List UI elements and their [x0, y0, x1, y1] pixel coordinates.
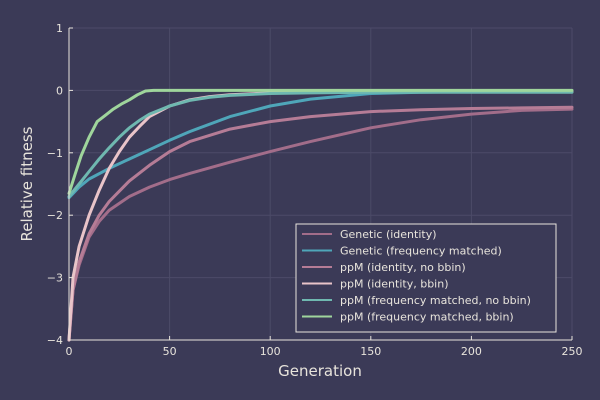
x-axis-label: Generation — [278, 362, 362, 380]
series-line-5 — [67, 90, 574, 198]
x-tick-label: 0 — [66, 345, 73, 358]
x-tick-label: 100 — [260, 345, 281, 358]
y-tick-label: 0 — [56, 84, 63, 97]
x-tick-label: 150 — [360, 345, 381, 358]
series-lines — [67, 88, 574, 342]
legend-entry: ppM (frequency matched, bbin) — [340, 311, 514, 324]
x-tick-label: 50 — [163, 345, 177, 358]
legend-entry: ppM (identity, bbin) — [340, 278, 449, 291]
series-line-3 — [67, 105, 574, 342]
legend: Genetic (identity) Genetic (frequency mat… — [295, 223, 557, 333]
axes — [68, 27, 573, 341]
y-tick-label: −1 — [47, 147, 63, 160]
tick-labels: 0 50 100 150 200 250 −4 −3 −2 −1 0 1 — [47, 22, 583, 358]
y-tick-label: −2 — [47, 209, 63, 222]
legend-entry: Genetic (identity) — [340, 228, 437, 241]
x-tick-label: 250 — [562, 345, 583, 358]
x-tick-label: 200 — [461, 345, 482, 358]
series-line-6 — [67, 88, 574, 195]
legend-entry: Genetic (frequency matched) — [340, 245, 502, 258]
y-tick-label: −4 — [47, 334, 63, 347]
legend-entry: ppM (identity, no bbin) — [340, 261, 466, 274]
y-tick-label: 1 — [56, 22, 63, 35]
legend-entry: ppM (frequency matched, no bbin) — [340, 294, 531, 307]
legend-box — [295, 223, 557, 333]
y-axis-label: Relative fitness — [18, 126, 36, 241]
y-tick-label: −3 — [47, 272, 63, 285]
